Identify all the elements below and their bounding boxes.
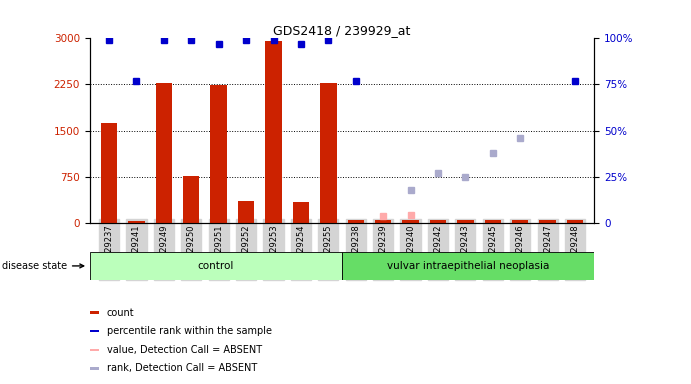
Bar	[211, 85, 227, 223]
Bar	[540, 220, 556, 223]
Bar	[375, 220, 391, 223]
Bar	[90, 311, 100, 314]
Title: GDS2418 / 239929_at: GDS2418 / 239929_at	[274, 24, 410, 37]
Bar	[430, 220, 446, 223]
Text: control: control	[198, 261, 234, 271]
Bar	[320, 83, 337, 223]
Text: count: count	[107, 308, 135, 318]
Bar	[402, 220, 419, 223]
Bar	[238, 201, 254, 223]
Bar	[129, 221, 144, 223]
Bar	[484, 220, 501, 223]
Text: percentile rank within the sample: percentile rank within the sample	[107, 326, 272, 336]
Bar	[342, 252, 594, 280]
Bar	[512, 220, 529, 223]
Bar	[90, 349, 100, 351]
Bar	[567, 220, 583, 223]
Text: vulvar intraepithelial neoplasia: vulvar intraepithelial neoplasia	[387, 261, 549, 271]
Bar	[90, 330, 100, 332]
Bar	[265, 41, 282, 223]
Text: disease state: disease state	[2, 261, 84, 271]
Bar	[101, 123, 117, 223]
Bar	[90, 367, 100, 369]
Bar	[348, 220, 364, 223]
Text: rank, Detection Call = ABSENT: rank, Detection Call = ABSENT	[107, 363, 257, 373]
Bar	[155, 83, 172, 223]
Bar	[183, 176, 200, 223]
Text: value, Detection Call = ABSENT: value, Detection Call = ABSENT	[107, 345, 262, 355]
Bar	[293, 202, 309, 223]
Bar	[90, 252, 342, 280]
Bar	[457, 220, 473, 223]
